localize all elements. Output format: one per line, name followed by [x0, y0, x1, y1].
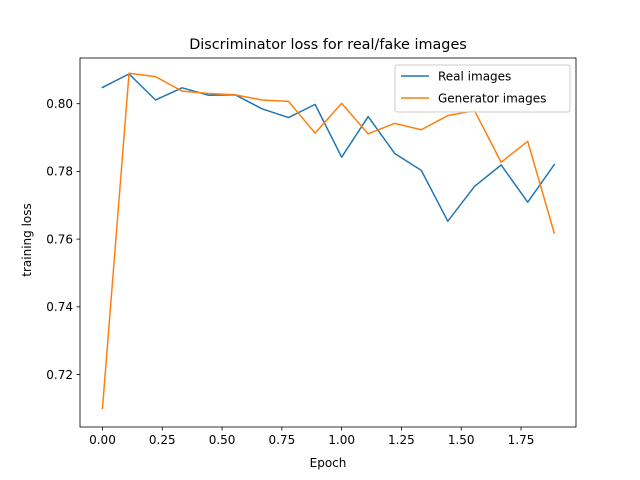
axes-frame	[79, 57, 577, 428]
x-tick-label: 0.25	[149, 433, 176, 447]
legend-box	[394, 64, 571, 113]
legend-label-1: Real images	[438, 70, 511, 84]
plot-area: 0.00 0.25 0.50 0.75 1.00 1.25 1.50 1.75 0.72 0.74…	[46, 57, 577, 447]
x-axis-label: Epoch	[310, 456, 347, 470]
x-tick-label: 1.00	[328, 433, 355, 447]
x-tick-label: 1.75	[508, 433, 535, 447]
x-tick-label: 0.50	[209, 433, 236, 447]
legend-label-2: Generator images	[438, 92, 546, 106]
y-tick-label: 0.78	[46, 165, 73, 179]
y-tick-label: 0.74	[46, 300, 73, 314]
x-tick-label: 0.75	[268, 433, 295, 447]
legend: Real images Generator images	[394, 64, 571, 113]
x-tick-label: 0.00	[89, 433, 116, 447]
series-line-2	[101, 72, 556, 410]
y-axis-label: training loss	[20, 203, 34, 276]
y-tick-label: 0.76	[46, 232, 73, 246]
x-tick-label: 1.50	[448, 433, 475, 447]
x-tick-label: 1.25	[388, 433, 415, 447]
chart-title: Discriminator loss for real/fake images	[189, 37, 467, 53]
y-tick-label: 0.72	[46, 368, 73, 382]
series-line-1	[101, 73, 556, 222]
y-tick-label: 0.80	[46, 97, 73, 111]
